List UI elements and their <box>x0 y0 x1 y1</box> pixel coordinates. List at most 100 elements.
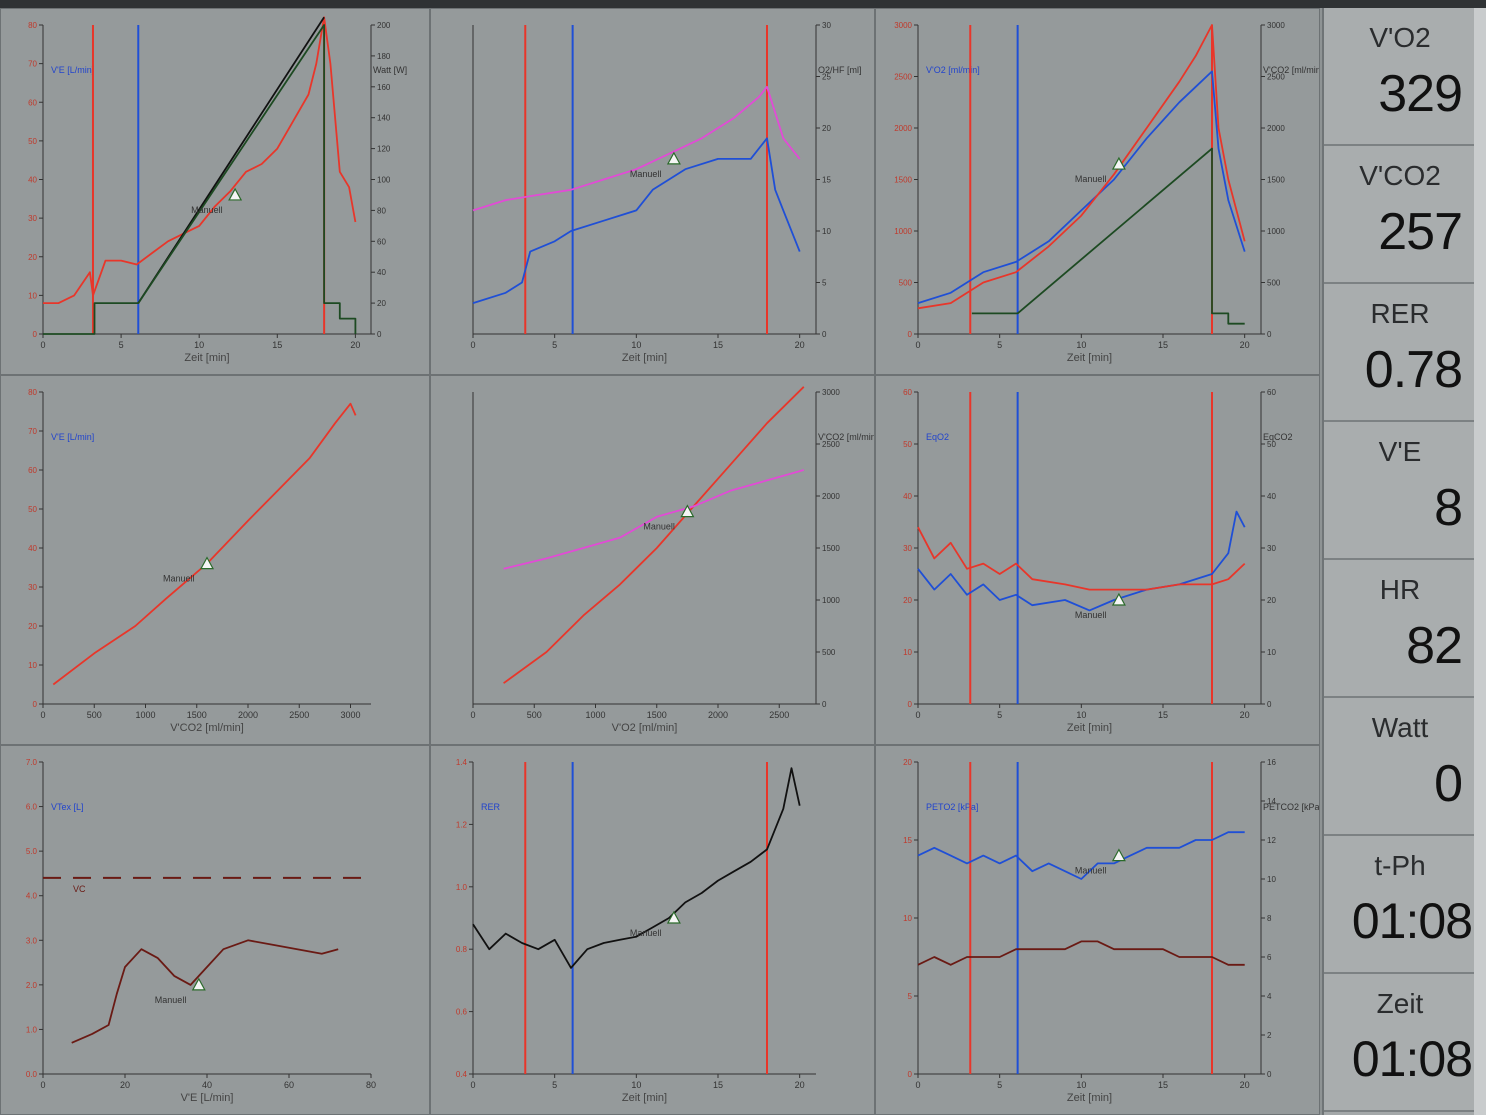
tile-t-ph: t-Ph 01:08 <box>1324 836 1476 974</box>
y-tick-label-right: 0 <box>822 330 827 339</box>
y-tick-label-right: 20 <box>377 299 386 308</box>
annotation-marker <box>191 977 206 991</box>
x-tick-label: 15 <box>1158 340 1168 350</box>
x-tick-label: 40 <box>202 1080 212 1090</box>
y-tick-label-left: 20 <box>28 253 37 262</box>
x-tick-label: 15 <box>1158 1080 1168 1090</box>
tile-hr: HR 82 <box>1324 560 1476 698</box>
chart-grid: 0 5 10 15 20 Zeit [min] 0 10 20 30 40 50 60 70 80 V'E [… <box>0 8 1320 1115</box>
y-tick-label-right: 500 <box>822 648 836 657</box>
annotation-marker <box>1111 156 1126 170</box>
x-tick-label: 5 <box>997 1080 1002 1090</box>
y-tick-label-right: 0 <box>1267 330 1272 339</box>
y-tick-label-left: 30 <box>28 214 37 223</box>
y-tick-label-right: 2500 <box>1267 73 1285 82</box>
y-tick-label-left: 10 <box>903 648 912 657</box>
series-line-red <box>503 386 805 684</box>
x-tick-label: 15 <box>713 340 723 350</box>
x-tick-label: 1000 <box>585 710 605 720</box>
x-tick-label: 5 <box>997 710 1002 720</box>
annotation-marker <box>1111 848 1126 862</box>
y-tick-label-right: 1500 <box>1267 176 1285 185</box>
y-tick-label-left: 70 <box>28 427 37 436</box>
series-line-darkgreen <box>43 24 357 335</box>
y-tick-label-left: 60 <box>28 98 37 107</box>
y-tick-label-left: 40 <box>903 492 912 501</box>
y-tick-label-left: 1000 <box>894 227 912 236</box>
tile-label: V'O2 <box>1369 22 1431 53</box>
y-tick-label-left: 0 <box>908 700 913 709</box>
tile-label: HR <box>1379 574 1421 605</box>
chart-svg: 0 500 1000 1500 2000 2500 3000 V'CO2 [ml/min] 0 1… <box>28 388 371 734</box>
y-tick-label-left: 15 <box>903 836 912 845</box>
y-axis-label-left: V'O2 [ml/min] <box>926 65 980 75</box>
chart-svg: 0 5 10 15 20 Zeit [min] 0 10 20 30 40 50 60 70 80 V'E [… <box>28 16 407 364</box>
y-tick-label-right: 0 <box>1267 1070 1272 1079</box>
y-tick-label-right: 30 <box>1267 544 1276 553</box>
y-tick-label-left: 1500 <box>894 176 912 185</box>
y-tick-label-left: 7.0 <box>26 758 38 767</box>
chart-panel-pet: 0 5 10 15 20 Zeit [min] 0 5 10 15 20 PETO2 [kPa] 0 2 4… <box>875 745 1320 1115</box>
chart-panel-o2hf: 0 5 10 15 20 Zeit [min] 0 5 10 15 20 25 30 O2/HF [ml]… <box>430 8 875 375</box>
chart-svg: 0 500 1000 1500 2000 2500 V'O2 [ml/min] 0 500 100… <box>470 386 874 734</box>
y-tick-label-right: 2 <box>1267 1031 1272 1040</box>
y-tick-label-right: 4 <box>1267 992 1272 1001</box>
value-sidebar: V'O2 329 V'CO2 257 RER 0.78 V'E 8 HR 82 … <box>1322 8 1476 1115</box>
y-tick-label-right: 3000 <box>822 388 840 397</box>
y-tick-label-left: 80 <box>28 21 37 30</box>
series-line-maroon <box>71 939 339 1044</box>
y-tick-label-right: 120 <box>377 145 391 154</box>
chart-svg: 0 5 10 15 20 Zeit [min] 0 10 20 30 40 50 60 EqO2 0 10 20… <box>903 388 1293 734</box>
x-tick-label: 20 <box>350 340 360 350</box>
y-axis-label-right: EqCO2 <box>1263 432 1293 442</box>
y-axis-label-left: EqO2 <box>926 432 949 442</box>
y-tick-label-left: 2000 <box>894 124 912 133</box>
tile-value: 82 <box>1406 617 1463 675</box>
tile-label: t-Ph <box>1374 850 1426 881</box>
tile-vo2: V'O2 329 <box>1324 8 1476 146</box>
y-tick-label-right: 160 <box>377 83 391 92</box>
x-tick-label: 15 <box>1158 710 1168 720</box>
y-tick-label-right: 0 <box>1267 700 1272 709</box>
y-tick-label-right: 50 <box>1267 440 1276 449</box>
y-tick-label-left: 80 <box>28 388 37 397</box>
y-tick-label-right: 200 <box>377 21 391 30</box>
x-axis-label: Zeit [min] <box>622 352 667 364</box>
y-tick-label-right: 60 <box>377 237 386 246</box>
x-tick-label: 1500 <box>647 710 667 720</box>
y-tick-label-left: 5 <box>908 992 913 1001</box>
x-tick-label: 10 <box>631 1080 641 1090</box>
tile-value: 0 <box>1434 755 1463 813</box>
y-tick-label-left: 60 <box>28 466 37 475</box>
tile-vco2: V'CO2 257 <box>1324 146 1476 284</box>
y-tick-label-left: 20 <box>903 758 912 767</box>
y-tick-label-right: 20 <box>822 124 831 133</box>
series-line-red <box>43 16 357 305</box>
x-axis-label: Zeit [min] <box>1067 1092 1112 1104</box>
series-line-blue <box>917 831 1245 880</box>
x-tick-label: 5 <box>552 1080 557 1090</box>
y-tick-label-left: 1.0 <box>26 1025 38 1034</box>
chart-panel-vo2-vco2-time: 0 5 10 15 20 Zeit [min] 0 500 1000 1500 2000 2500 30… <box>875 8 1320 375</box>
x-tick-label: 20 <box>120 1080 130 1090</box>
x-tick-label: 0 <box>470 710 475 720</box>
annotation-label: Manuell <box>163 574 195 584</box>
y-axis-label-right: O2/HF [ml] <box>818 65 862 75</box>
y-tick-label-left: 4.0 <box>26 892 38 901</box>
y-tick-label-right: 0 <box>377 330 382 339</box>
chart-svg: 0 5 10 15 20 Zeit [min] 0.4 0.6 0.8 1.0 1.2 1.4 RER M… <box>456 758 816 1104</box>
y-tick-label-right: 2000 <box>822 492 840 501</box>
y-tick-label-left: 1.2 <box>456 820 468 829</box>
y-axis-label-right: Watt [W] <box>373 65 407 75</box>
tile-label: V'E <box>1378 436 1422 467</box>
series-line-blue <box>917 510 1246 612</box>
y-tick-label-left: 30 <box>903 544 912 553</box>
y-tick-label-left: 0.0 <box>26 1070 38 1079</box>
x-tick-label: 5 <box>997 340 1002 350</box>
y-tick-label-right: 500 <box>1267 279 1281 288</box>
tile-watt: Watt 0 <box>1324 698 1476 836</box>
y-tick-label-right: 140 <box>377 114 391 123</box>
series-line-magenta <box>503 469 805 570</box>
x-tick-label: 10 <box>194 340 204 350</box>
x-tick-label: 500 <box>87 710 102 720</box>
